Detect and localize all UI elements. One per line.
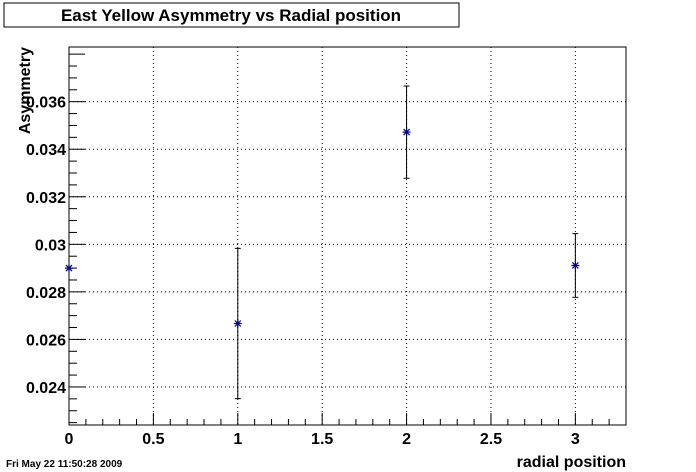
y-tick-label: 0.036 <box>26 95 66 112</box>
x-tick-label: 0 <box>65 431 74 448</box>
data-point <box>65 264 73 273</box>
x-tick-label: 2 <box>402 431 411 448</box>
y-tick-label: 0.03 <box>35 237 66 254</box>
timestamp-footer: Fri May 22 11:50:28 2009 <box>6 459 123 470</box>
chart-title-box: East Yellow Asymmetry vs Radial position <box>3 2 460 28</box>
data-points <box>65 85 580 400</box>
x-tick-label: 2.5 <box>480 431 502 448</box>
asterisk-marker <box>233 319 242 328</box>
plot-frame <box>68 46 627 426</box>
grid <box>69 47 626 425</box>
x-axis-tick-labels: 0 0.5 1 1.5 2 2.5 3 <box>65 431 580 448</box>
y-tick-label: 0.024 <box>26 380 66 397</box>
y-tick-label: 0.032 <box>26 190 66 207</box>
asterisk-marker <box>65 264 73 273</box>
y-tick-label: 0.026 <box>26 332 66 349</box>
axis-ticks <box>68 53 627 425</box>
asterisk-marker <box>402 128 411 137</box>
x-tick-label: 1 <box>233 431 242 448</box>
x-axis-title: radial position <box>517 454 626 471</box>
data-point <box>233 247 242 400</box>
y-axis-tick-labels: 0.024 0.026 0.028 0.03 0.032 0.034 0.036 <box>26 95 66 397</box>
asterisk-marker <box>571 261 580 270</box>
y-tick-label: 0.028 <box>26 285 66 302</box>
x-tick-label: 1.5 <box>311 431 333 448</box>
chart-title: East Yellow Asymmetry vs Radial position <box>61 6 401 25</box>
y-axis-title: Asymmetry <box>17 47 34 134</box>
data-point <box>402 85 411 179</box>
y-tick-label: 0.034 <box>26 142 66 159</box>
x-tick-label: 0.5 <box>142 431 164 448</box>
x-tick-label: 3 <box>571 431 580 448</box>
data-point <box>571 233 580 298</box>
